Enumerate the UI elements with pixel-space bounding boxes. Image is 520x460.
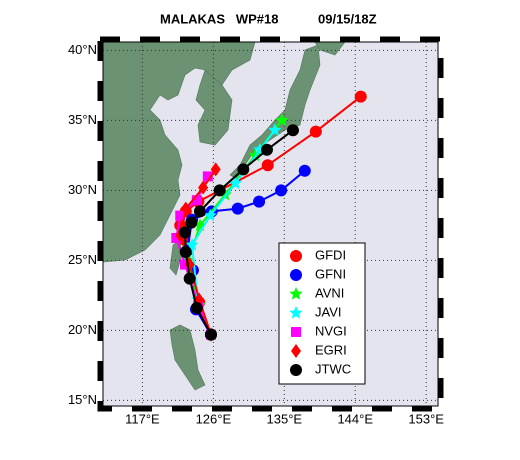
marker <box>185 238 199 251</box>
marker <box>261 159 274 172</box>
y-tick-label: 20°N <box>68 322 97 337</box>
legend-label: AVNI <box>315 285 344 300</box>
marker <box>204 328 217 341</box>
marker <box>183 272 196 285</box>
marker <box>291 327 301 337</box>
legend-label: JTWC <box>315 361 351 376</box>
marker <box>275 113 289 127</box>
marker <box>290 250 302 262</box>
marker <box>202 171 213 182</box>
marker <box>218 187 232 201</box>
x-tick-label: 126°E <box>196 411 232 426</box>
land <box>102 41 346 391</box>
marker <box>298 164 311 177</box>
marker <box>178 226 191 239</box>
korea <box>195 69 233 146</box>
y-tick-label: 25°N <box>68 252 97 267</box>
marker <box>286 124 299 137</box>
marker <box>228 176 243 190</box>
marker <box>253 195 266 208</box>
legend-label: GFDI <box>315 247 346 262</box>
y-tick-label: 30°N <box>68 182 97 197</box>
chart-title: MALAKAS WP#18 <box>160 11 278 26</box>
y-tick-label: 15°N <box>68 392 97 407</box>
marker <box>210 162 221 177</box>
marker <box>180 201 191 216</box>
marker <box>191 195 202 206</box>
marker <box>185 216 198 229</box>
marker <box>175 210 186 221</box>
marker <box>231 202 244 215</box>
x-tick-label: 144°E <box>337 411 373 426</box>
legend-label: EGRI <box>315 342 347 357</box>
marker <box>275 184 288 197</box>
legend-label: NVGI <box>315 323 347 338</box>
marker <box>190 302 203 314</box>
frame-border <box>97 36 444 412</box>
marker <box>354 90 367 103</box>
marker <box>289 287 303 300</box>
y-tick-label: 40°N <box>68 42 97 57</box>
luzon <box>169 324 206 391</box>
date: 09/15/18Z <box>318 11 377 26</box>
legend-label: JAVI <box>315 304 342 319</box>
marker <box>291 344 301 358</box>
marker <box>171 233 182 243</box>
x-tick-label: 153°E <box>408 411 444 426</box>
marker <box>289 306 303 319</box>
marker <box>268 123 282 136</box>
legend-label: GFNI <box>315 266 346 281</box>
marker <box>260 143 273 156</box>
marker <box>203 208 217 222</box>
marker <box>290 364 302 376</box>
x-tick-label: 117°E <box>125 411 160 426</box>
frame <box>102 41 439 407</box>
marker <box>198 180 209 195</box>
x-tick-label: 135°E <box>267 411 303 426</box>
marker <box>309 125 322 138</box>
marker <box>290 269 302 281</box>
marker <box>237 163 250 176</box>
marker <box>193 205 206 218</box>
y-tick-label: 35°N <box>68 112 97 127</box>
marker <box>179 246 192 258</box>
marker <box>213 184 226 197</box>
